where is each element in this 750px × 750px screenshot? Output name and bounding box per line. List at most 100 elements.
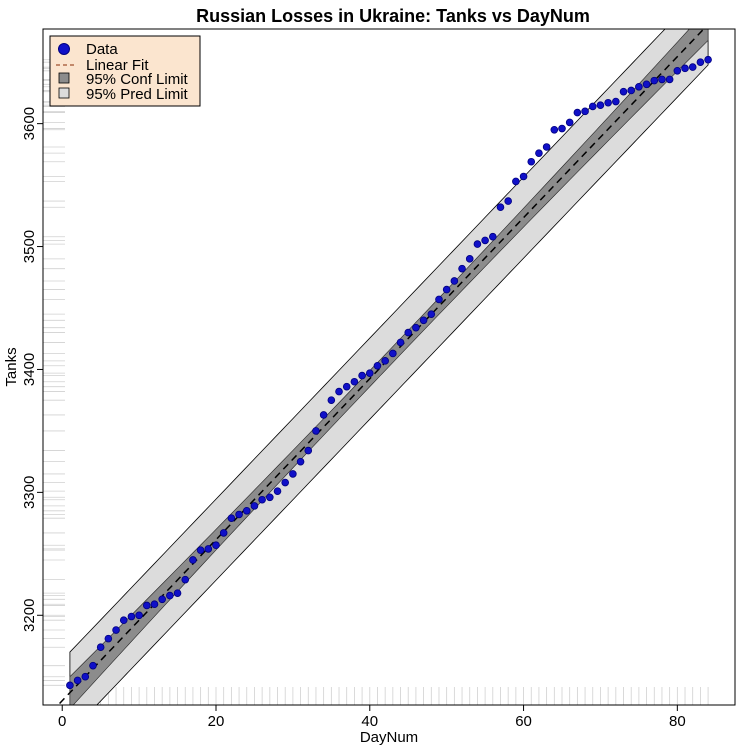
data-point [135,611,143,620]
data-point [473,240,482,248]
data-point [273,487,282,495]
data-point [296,457,305,466]
data-point [627,86,635,95]
data-point [350,377,359,386]
plot-frame [42,28,736,706]
data-point [112,626,120,634]
data-point [604,98,612,107]
y-tick-label: 3200 [21,599,38,632]
data-point [258,495,266,504]
data-point [389,349,397,358]
data-point [412,323,420,332]
data-point [458,264,466,273]
data-point [658,75,666,84]
data-point [73,676,82,685]
y-axis-label: Tanks [3,347,20,386]
data-point [219,529,228,537]
data-point [89,661,97,670]
confidence-band [69,29,709,705]
data-point [612,97,620,106]
data-point [266,493,274,502]
data-point [542,143,551,151]
legend-label-data: Data [86,41,118,58]
x-tick-label: 20 [208,713,225,730]
data-point [535,149,543,157]
data-point [527,157,536,166]
data-point [519,172,528,181]
data-point [242,507,251,515]
data-point [442,285,451,294]
data-point [481,236,489,245]
data-point [212,541,220,550]
data-point [696,58,705,66]
data-point [196,546,205,554]
x-axis-label: DayNum [360,729,418,746]
data-point [235,510,243,519]
data-point [550,125,559,134]
data-point [427,310,436,318]
data-point [488,232,497,241]
data-point [227,514,236,522]
data-point [166,591,174,600]
data-point [573,108,582,117]
data-point [119,616,128,624]
data-point [496,203,505,212]
data-point [465,255,474,263]
data-point [650,76,659,85]
data-point [673,66,682,75]
data-point [365,369,374,377]
data-point [327,396,336,404]
data-point [619,87,628,96]
data-point [358,371,366,380]
data-point [150,600,159,609]
data-point [588,102,597,111]
legend-label-fit: Linear Fit [86,57,149,74]
data-point [312,427,320,435]
data-point [396,338,405,347]
data-point [281,478,290,487]
legend-point-marker [58,43,70,55]
data-point [189,556,197,564]
data-point [558,124,566,133]
y-tick-label: 3500 [21,230,38,263]
data-point [204,545,213,553]
legend-pred-marker [58,87,70,99]
x-tick-label: 80 [669,713,686,730]
x-tick-label: 60 [515,713,532,730]
legend-conf-marker [58,72,70,84]
x-axis: 0 20 40 60 80 [58,705,686,730]
data-point [642,80,651,89]
data-point [581,107,589,116]
legend: Data Linear Fit 95% Conf Limit 95% Pred … [49,35,201,107]
data-point [565,118,574,127]
data-point [450,277,459,285]
data-point [635,82,643,91]
legend-box [49,35,201,107]
data-point [289,470,297,478]
data-point [704,55,712,64]
data-point [127,612,136,621]
data-point [688,63,697,71]
data-point [596,101,605,110]
x-tick-label: 40 [361,713,378,730]
data-point [342,382,351,391]
data-point [81,672,90,681]
data-point [66,681,74,690]
data-points [66,55,712,690]
y-tick-label: 3300 [21,476,38,509]
data-point [104,634,113,643]
legend-label-conf: 95% Conf Limit [86,71,189,88]
x-rug-marks [69,687,709,705]
y-tick-label: 3400 [21,353,38,386]
data-point [335,387,343,396]
data-point [96,643,105,652]
data-point [419,316,428,325]
data-point [143,601,151,610]
data-point [304,446,313,455]
data-point [319,411,328,419]
data-point [404,328,413,337]
data-point [665,75,674,84]
y-tick-label: 3600 [21,107,38,140]
fit-line [57,29,705,705]
